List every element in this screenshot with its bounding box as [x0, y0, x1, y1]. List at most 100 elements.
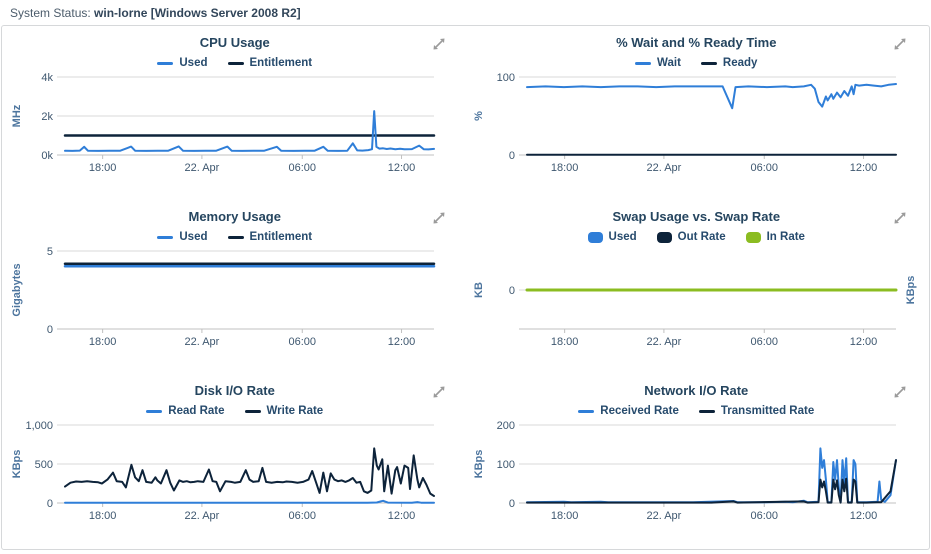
- svg-text:18:00: 18:00: [89, 510, 117, 522]
- svg-text:18:00: 18:00: [551, 510, 579, 522]
- svg-text:06:00: 06:00: [750, 336, 778, 348]
- svg-text:0: 0: [47, 498, 53, 510]
- legend-label: Entitlement: [249, 57, 313, 69]
- legend-swatch: [244, 409, 261, 413]
- svg-text:22. Apr: 22. Apr: [646, 510, 681, 522]
- chart-legend: Received Rate Transmitted Rate: [466, 403, 928, 419]
- legend-swatch: [656, 231, 672, 243]
- svg-text:22. Apr: 22. Apr: [185, 162, 220, 174]
- legend-swatch: [227, 61, 244, 65]
- svg-text:12:00: 12:00: [388, 510, 416, 522]
- legend-label: Out Rate: [677, 231, 726, 243]
- page-header: System Status: win-lorne [Windows Server…: [0, 0, 931, 25]
- svg-text:100: 100: [496, 73, 514, 84]
- disk-io-plot: 0 500 1,000 18:00 22. Apr 06:00 12:00 KBps: [11, 421, 436, 522]
- chart-memory-usage: Memory Usage Used Entitlement 0 5 18:00 22. …: [4, 201, 466, 375]
- svg-text:KBps: KBps: [473, 450, 485, 479]
- legend-swatch: [227, 235, 244, 239]
- legend-swatch: [157, 235, 174, 239]
- expand-icon[interactable]: [432, 211, 446, 225]
- chart-swap-usage-rate: Swap Usage vs. Swap Rate Used Out Rate In …: [466, 201, 928, 375]
- legend-label: Used: [179, 231, 208, 243]
- chart-legend: Read Rate Write Rate: [4, 403, 466, 419]
- legend-swatch: [578, 409, 595, 413]
- legend-swatch: [700, 61, 717, 65]
- svg-text:0: 0: [509, 285, 515, 297]
- swap-plot: 0 18:00 22. Apr 06:00 12:00 KB KBps: [473, 276, 917, 348]
- chart-disk-io-rate: Disk I/O Rate Read Rate Write Rate 0 500 1,…: [4, 375, 466, 549]
- chart-legend: Wait Ready: [466, 55, 928, 71]
- svg-text:KBps: KBps: [905, 276, 917, 305]
- svg-text:200: 200: [496, 421, 514, 432]
- legend-swatch: [635, 61, 652, 65]
- legend-item[interactable]: Wait: [635, 57, 681, 69]
- legend-label: Transmitted Rate: [720, 405, 815, 417]
- legend-item[interactable]: Entitlement: [227, 231, 313, 243]
- legend-swatch: [745, 231, 761, 243]
- wait-ready-plot: 0 100 18:00 22. Apr 06:00 12:00%: [473, 73, 897, 174]
- svg-text:0: 0: [47, 324, 53, 336]
- svg-text:Gigabytes: Gigabytes: [11, 263, 23, 316]
- svg-text:12:00: 12:00: [850, 510, 878, 522]
- svg-text:18:00: 18:00: [89, 336, 117, 348]
- svg-text:18:00: 18:00: [551, 162, 579, 174]
- svg-text:KBps: KBps: [11, 450, 23, 479]
- expand-icon[interactable]: [893, 385, 907, 399]
- legend-item[interactable]: Out Rate: [656, 231, 726, 243]
- chart-cpu-usage: CPU Usage Used Entitlement 0k 2k 4k 18:00 22.…: [4, 27, 466, 201]
- legend-swatch: [146, 409, 163, 413]
- network-io-plot: 0 100 200 18:00 22. Apr 06:00 12:00 KBps: [473, 421, 897, 522]
- expand-icon[interactable]: [893, 37, 907, 51]
- expand-icon[interactable]: [432, 385, 446, 399]
- svg-text:4k: 4k: [42, 73, 54, 84]
- svg-text:18:00: 18:00: [551, 336, 579, 348]
- cpu-usage-plot: 0k 2k 4k 18:00 22. Apr 06:00 12:00 MHz: [11, 73, 436, 174]
- chart-legend: Used Out Rate In Rate: [466, 229, 928, 245]
- legend-label: Used: [179, 57, 208, 69]
- expand-icon[interactable]: [893, 211, 907, 225]
- legend-item[interactable]: In Rate: [745, 231, 805, 243]
- chart-legend: Used Entitlement: [4, 55, 466, 71]
- svg-text:06:00: 06:00: [750, 510, 778, 522]
- chart-title: CPU Usage: [199, 35, 270, 50]
- svg-text:0k: 0k: [42, 150, 54, 162]
- expand-icon[interactable]: [432, 37, 446, 51]
- legend-item[interactable]: Read Rate: [146, 405, 225, 417]
- legend-item[interactable]: Ready: [700, 57, 757, 69]
- legend-item[interactable]: Used: [157, 57, 208, 69]
- legend-label: In Rate: [766, 231, 805, 243]
- svg-text:22. Apr: 22. Apr: [646, 336, 681, 348]
- svg-text:18:00: 18:00: [89, 162, 117, 174]
- legend-swatch: [157, 61, 174, 65]
- svg-text:22. Apr: 22. Apr: [185, 510, 220, 522]
- svg-text:1,000: 1,000: [26, 421, 54, 432]
- legend-item[interactable]: Received Rate: [578, 405, 679, 417]
- svg-text:500: 500: [35, 459, 53, 471]
- svg-text:12:00: 12:00: [850, 162, 878, 174]
- legend-label: Write Rate: [266, 405, 324, 417]
- legend-item[interactable]: Entitlement: [227, 57, 313, 69]
- legend-label: Read Rate: [168, 405, 225, 417]
- svg-text:06:00: 06:00: [750, 162, 778, 174]
- svg-text:MHz: MHz: [11, 104, 23, 127]
- chart-title: Memory Usage: [188, 209, 281, 224]
- legend-label: Entitlement: [249, 231, 313, 243]
- legend-label: Received Rate: [600, 405, 679, 417]
- chart-title: Swap Usage vs. Swap Rate: [612, 209, 781, 224]
- host-name: win-lorne [Windows Server 2008 R2]: [94, 6, 301, 20]
- legend-swatch: [587, 231, 603, 243]
- legend-item[interactable]: Transmitted Rate: [698, 405, 815, 417]
- svg-text:22. Apr: 22. Apr: [646, 162, 681, 174]
- chart-legend: Used Entitlement: [4, 229, 466, 245]
- svg-text:22. Apr: 22. Apr: [185, 336, 220, 348]
- chart-title: % Wait and % Ready Time: [616, 35, 777, 50]
- legend-item[interactable]: Write Rate: [244, 405, 324, 417]
- dashboard-panel: CPU Usage Used Entitlement 0k 2k 4k 18:00 22.…: [1, 25, 930, 550]
- legend-item[interactable]: Used: [587, 231, 637, 243]
- system-status-label: System Status:: [10, 6, 91, 20]
- svg-text:12:00: 12:00: [388, 162, 416, 174]
- svg-text:06:00: 06:00: [289, 162, 317, 174]
- svg-text:12:00: 12:00: [850, 336, 878, 348]
- legend-item[interactable]: Used: [157, 231, 208, 243]
- chart-network-io-rate: Network I/O Rate Received Rate Transmitte…: [466, 375, 928, 549]
